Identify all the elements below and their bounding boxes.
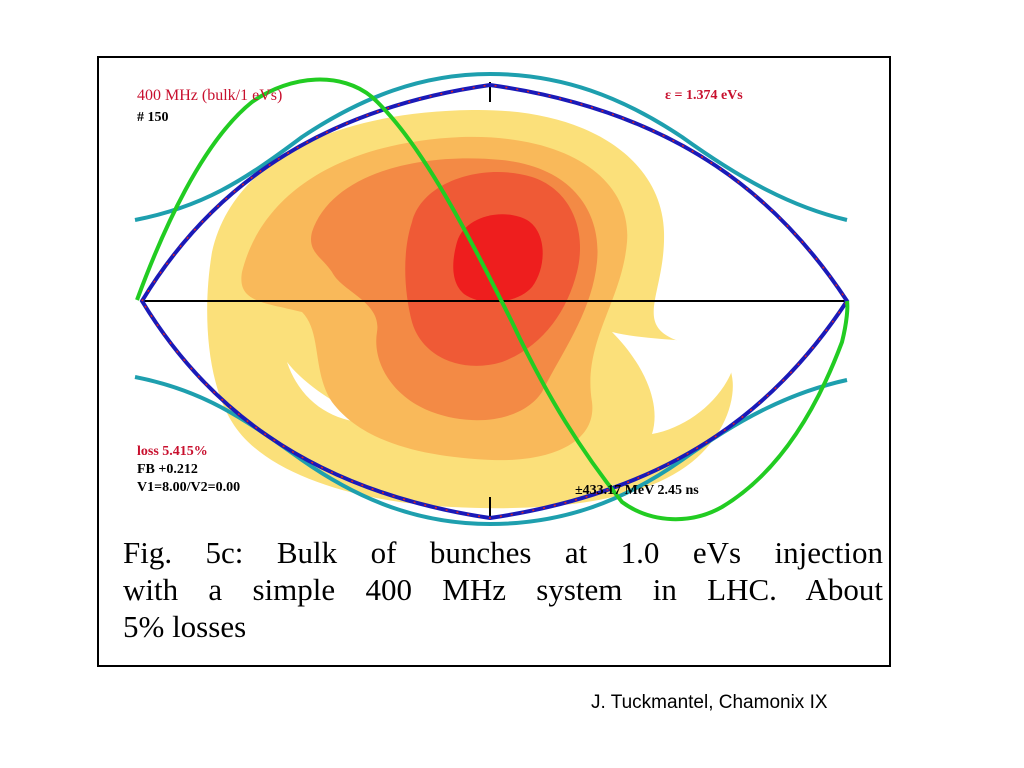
bunch-profile xyxy=(135,77,850,522)
range-label: ±433.17 MeV 2.45 ns xyxy=(575,483,699,498)
loss-label: loss 5.415% xyxy=(137,444,208,459)
feedback-label: FB +0.212 xyxy=(137,462,198,477)
density-core xyxy=(453,214,543,303)
caption-line-3: 5% losses xyxy=(123,609,247,644)
author-credit: J. Tuckmantel, Chamonix IX xyxy=(591,692,828,713)
phase-space-plot xyxy=(134,71,850,527)
caption-line-1: Fig. 5c: Bulk of bunches at 1.0 eVs inje… xyxy=(123,535,883,570)
white-hole-1 xyxy=(287,362,382,423)
caption-line-2: with a simple 400 MHz system in LHC. Abo… xyxy=(123,572,883,607)
figure-frame: 400 MHz (bulk/1 eVs) # 150 ε = 1.374 eVs… xyxy=(97,56,891,667)
emittance-label: ε = 1.374 eVs xyxy=(665,88,743,103)
white-hole-2 xyxy=(612,332,737,434)
bucket-red-dots xyxy=(141,84,848,519)
turn-label: # 150 xyxy=(137,110,169,125)
density-map xyxy=(207,109,737,509)
plot-title: 400 MHz (bulk/1 eVs) xyxy=(137,87,283,104)
profile-curve xyxy=(135,77,850,522)
figure-caption: Fig. 5c: Bulk of bunches at 1.0 eVs inje… xyxy=(123,534,883,645)
voltages-label: V1=8.00/V2=0.00 xyxy=(137,480,241,495)
separatrix-top-curve xyxy=(134,71,848,222)
